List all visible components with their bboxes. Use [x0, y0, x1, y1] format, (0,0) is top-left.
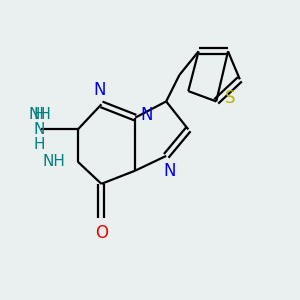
Text: N: N	[94, 81, 106, 99]
Text: N: N	[163, 162, 175, 180]
Text: H: H	[34, 137, 45, 152]
Text: NH: NH	[43, 154, 65, 169]
Text: N: N	[34, 122, 45, 137]
Text: O: O	[95, 224, 108, 242]
Text: NH: NH	[28, 107, 51, 122]
Text: S: S	[224, 89, 235, 107]
Text: H: H	[34, 107, 45, 122]
Text: N: N	[141, 106, 153, 124]
